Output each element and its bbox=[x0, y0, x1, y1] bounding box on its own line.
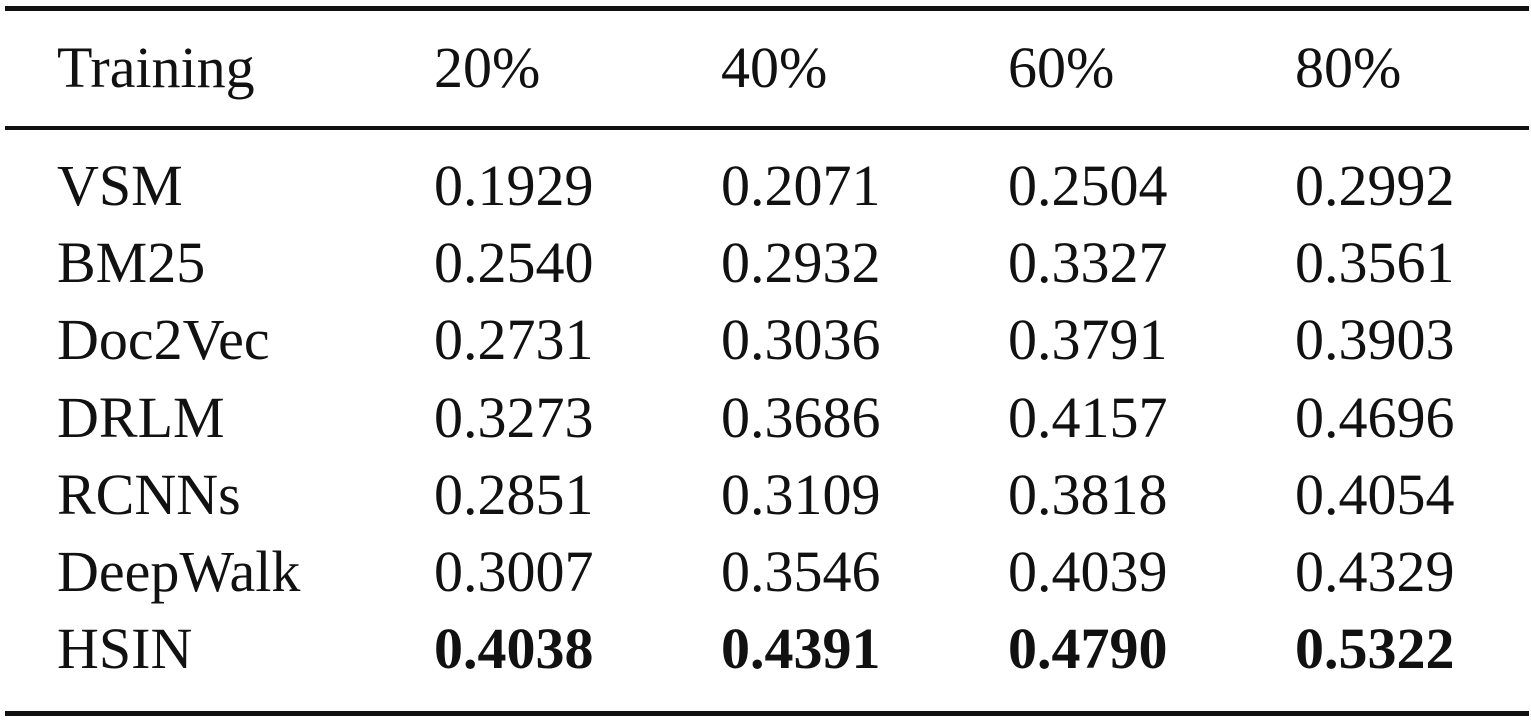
row-label: RCNNs bbox=[57, 461, 241, 527]
table-cell: 0.4329 bbox=[1295, 539, 1455, 604]
table-cell: 0.3036 bbox=[721, 307, 881, 373]
table-cell: 0.3791 bbox=[1008, 307, 1168, 373]
table-cell: 0.2932 bbox=[721, 230, 881, 296]
table-cell: 0.1929 bbox=[434, 153, 594, 218]
table-cell: 0.3327 bbox=[1008, 230, 1168, 296]
table-cell: 0.2071 bbox=[721, 153, 881, 218]
row-label: Doc2Vec bbox=[57, 307, 270, 373]
header-cell: 60% bbox=[1008, 35, 1115, 100]
table-cell: 0.2540 bbox=[434, 230, 594, 296]
row-label: DRLM bbox=[57, 384, 225, 450]
row-label: DeepWalk bbox=[57, 539, 301, 604]
table-cell: 0.3273 bbox=[434, 384, 594, 450]
table-cell: 0.2504 bbox=[1008, 153, 1168, 218]
table-cell: 0.3109 bbox=[721, 461, 881, 527]
header-cell: Training bbox=[57, 35, 255, 100]
table-cell: 0.4790 bbox=[1008, 616, 1168, 682]
table-cell: 0.3007 bbox=[434, 539, 594, 604]
bottom-rule bbox=[5, 711, 1529, 716]
table-cell: 0.2731 bbox=[434, 307, 594, 373]
table-cell: 0.4054 bbox=[1295, 461, 1455, 527]
header-rule bbox=[5, 126, 1529, 130]
table-cell: 0.3546 bbox=[721, 539, 881, 604]
table-cell: 0.5322 bbox=[1295, 616, 1455, 682]
row-label: VSM bbox=[57, 153, 183, 218]
table-cell: 0.3818 bbox=[1008, 461, 1168, 527]
table-cell: 0.4157 bbox=[1008, 384, 1168, 450]
header-cell: 80% bbox=[1295, 35, 1402, 100]
table-cell: 0.3686 bbox=[721, 384, 881, 450]
table-cell: 0.3903 bbox=[1295, 307, 1455, 373]
header-cell: 40% bbox=[721, 35, 828, 100]
table-cell: 0.2992 bbox=[1295, 153, 1455, 218]
table-cell: 0.4038 bbox=[434, 616, 594, 682]
table-cell: 0.4391 bbox=[721, 616, 881, 682]
header-cell: 20% bbox=[434, 35, 541, 100]
table-cell: 0.3561 bbox=[1295, 230, 1455, 296]
table-cell: 0.4039 bbox=[1008, 539, 1168, 604]
table-cell: 0.4696 bbox=[1295, 384, 1455, 450]
row-label: HSIN bbox=[57, 616, 193, 682]
table-cell: 0.2851 bbox=[434, 461, 594, 527]
row-label: BM25 bbox=[57, 230, 206, 296]
top-rule bbox=[5, 6, 1529, 11]
